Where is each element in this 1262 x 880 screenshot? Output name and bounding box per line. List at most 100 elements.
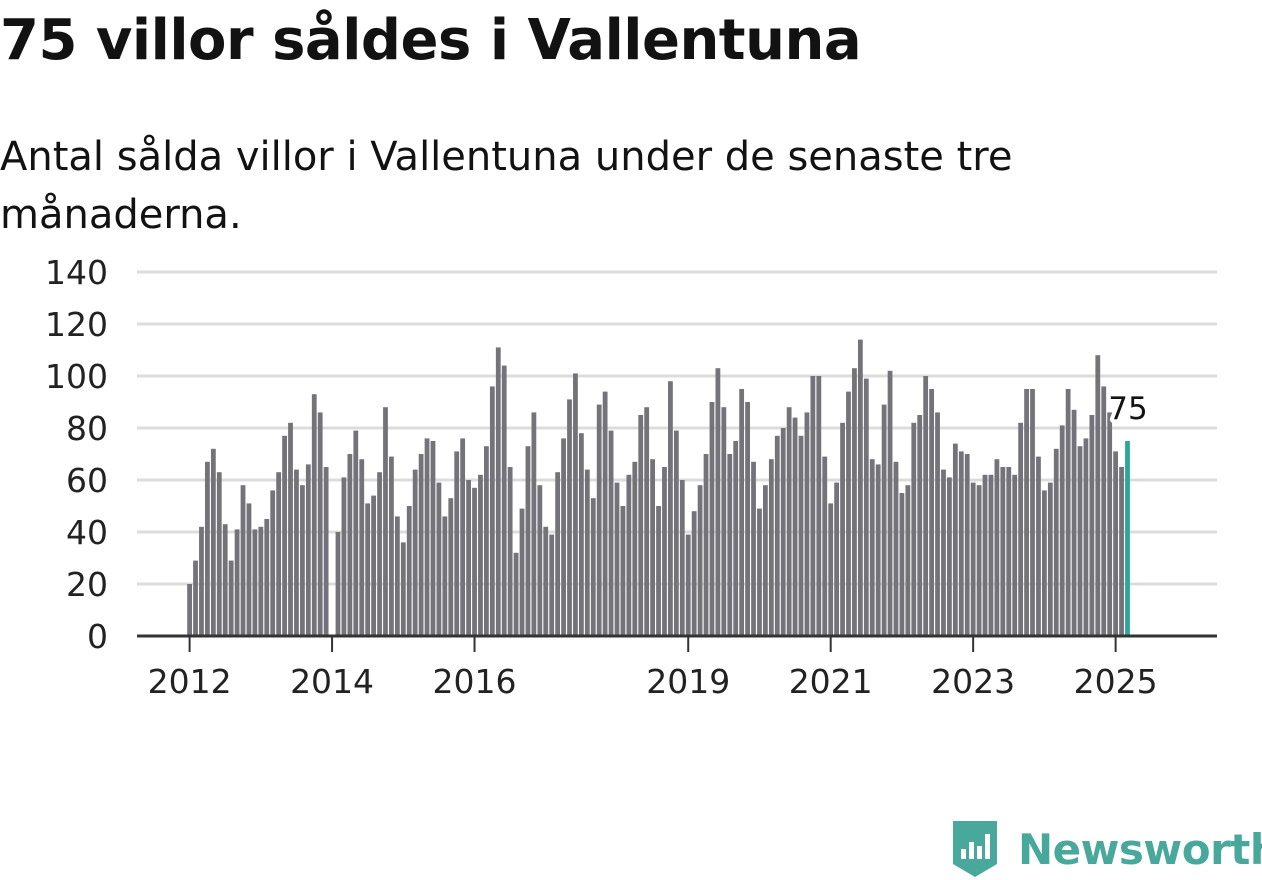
bar xyxy=(246,503,252,636)
bar xyxy=(863,378,869,636)
bar xyxy=(1107,412,1113,636)
bar xyxy=(222,524,228,636)
bar xyxy=(715,368,721,636)
bar xyxy=(1000,467,1006,636)
bar xyxy=(988,474,994,636)
bar xyxy=(893,461,899,636)
bar xyxy=(1089,415,1095,636)
bar xyxy=(199,526,204,636)
bar xyxy=(964,454,970,636)
bar xyxy=(299,485,305,636)
chart-subtitle: Antal sålda villor i Vallentuna under de… xyxy=(0,134,1013,238)
bar xyxy=(448,498,454,636)
bar xyxy=(1101,386,1107,636)
bar xyxy=(1113,451,1119,636)
bar xyxy=(460,438,466,636)
bar xyxy=(887,370,893,636)
bar xyxy=(555,472,561,636)
bar xyxy=(620,506,626,636)
bar xyxy=(1083,438,1089,636)
bar xyxy=(513,552,519,636)
bar xyxy=(1059,425,1065,636)
y-tick-label: 20 xyxy=(66,565,108,604)
bar xyxy=(240,485,246,636)
bar xyxy=(768,459,774,636)
bar xyxy=(454,451,460,636)
x-tick-label: 2025 xyxy=(1074,662,1158,701)
bar xyxy=(430,441,436,636)
bar xyxy=(875,464,881,636)
bar xyxy=(798,435,804,636)
bar xyxy=(638,415,644,636)
x-tick-label: 2021 xyxy=(789,662,873,701)
bar xyxy=(774,435,780,636)
bar xyxy=(282,435,287,636)
bar xyxy=(359,459,365,636)
bar xyxy=(525,446,531,636)
bar xyxy=(573,373,578,636)
bar xyxy=(846,391,851,636)
bar xyxy=(335,532,341,636)
bar xyxy=(857,339,863,636)
bar xyxy=(264,519,270,636)
bar xyxy=(602,391,608,636)
bar xyxy=(210,448,216,636)
bar xyxy=(816,376,822,636)
bar xyxy=(828,503,834,636)
bar xyxy=(412,469,418,636)
bar xyxy=(679,480,685,636)
bar xyxy=(822,456,828,636)
bar xyxy=(911,422,917,636)
bar xyxy=(596,404,602,636)
bar xyxy=(436,482,442,636)
bar xyxy=(288,422,293,636)
y-tick-label: 120 xyxy=(45,305,108,344)
bars xyxy=(187,339,1130,636)
bar xyxy=(840,422,845,636)
newsworthy-logo-icon xyxy=(953,821,997,877)
bar xyxy=(685,534,691,636)
bar xyxy=(721,407,727,636)
bar xyxy=(400,542,406,636)
bar xyxy=(567,399,572,636)
bar xyxy=(970,482,976,636)
bar xyxy=(905,485,911,636)
bar xyxy=(751,461,756,636)
y-tick-label: 0 xyxy=(87,617,108,656)
bar-highlight xyxy=(1125,441,1130,636)
bar xyxy=(673,430,679,636)
bar xyxy=(205,461,210,636)
bar xyxy=(584,469,590,636)
bar xyxy=(952,443,958,636)
brand-logo: Newsworthy xyxy=(950,818,1262,880)
bar xyxy=(941,469,946,636)
x-tick-label: 2019 xyxy=(646,662,730,701)
chart-title: 75 villor såldes i Vallentuna xyxy=(0,8,862,73)
bar xyxy=(478,474,483,636)
bar xyxy=(1006,467,1012,636)
bar xyxy=(1119,467,1124,636)
bar xyxy=(543,526,549,636)
bar xyxy=(418,454,424,636)
bar xyxy=(519,508,525,636)
bar xyxy=(258,526,264,636)
bar xyxy=(311,394,317,636)
bar xyxy=(762,485,768,636)
bar xyxy=(389,456,394,636)
x-tick-label: 2014 xyxy=(290,662,374,701)
bar xyxy=(929,389,934,636)
bar xyxy=(193,560,198,636)
bar xyxy=(270,490,276,636)
x-axis-ticks: 2012 2014 2016 2019 2021 2023 2025 xyxy=(148,636,1158,701)
bar xyxy=(780,428,786,636)
x-tick-label: 2023 xyxy=(931,662,1015,701)
bar xyxy=(472,487,477,636)
bar xyxy=(745,402,750,636)
bar xyxy=(935,412,940,636)
bar xyxy=(804,412,810,636)
bar xyxy=(917,415,923,636)
bar xyxy=(228,560,234,636)
bar xyxy=(371,495,377,636)
bar xyxy=(365,503,371,636)
